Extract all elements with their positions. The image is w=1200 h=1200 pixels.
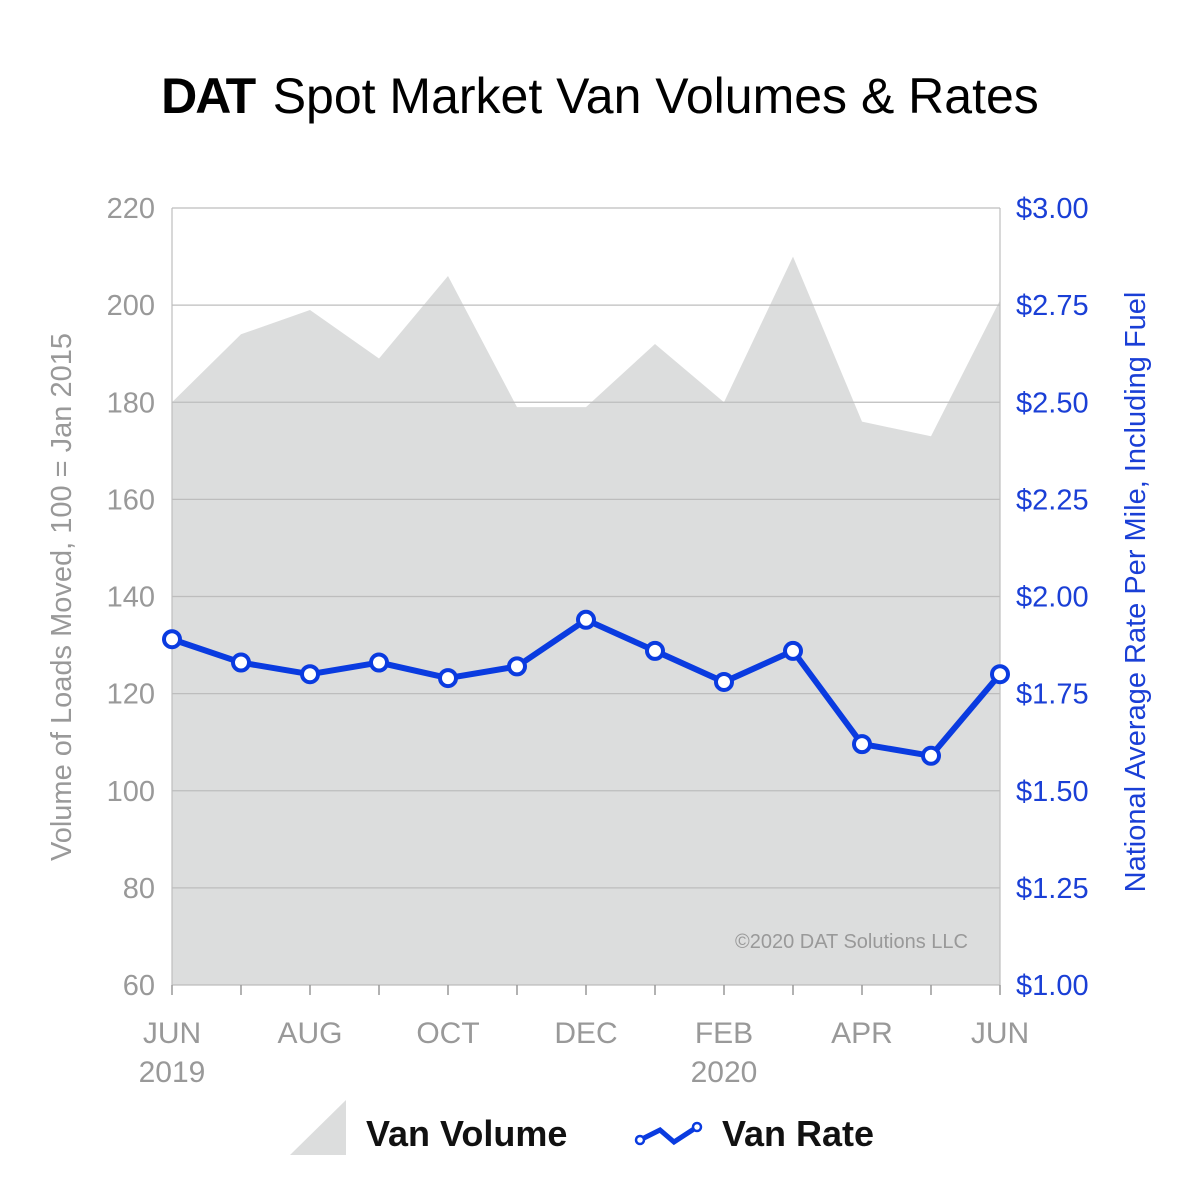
x-tick-label: FEB [695, 1017, 753, 1050]
left-tick-label: 80 [123, 873, 155, 905]
right-tick-label: $1.75 [1016, 679, 1089, 711]
van-rate-point [369, 652, 389, 673]
right-tick-label: $2.75 [1016, 290, 1089, 322]
left-tick-label: 160 [107, 484, 155, 516]
left-tick-label: 140 [107, 582, 155, 614]
x-tick-year-label: 2020 [691, 1056, 758, 1089]
van-rate-point [783, 640, 803, 661]
x-tick-label: AUG [277, 1017, 342, 1050]
right-tick-label: $1.00 [1016, 970, 1089, 1002]
legend-rate-label: Van Rate [722, 1113, 874, 1154]
left-axis-label: Volume of Loads Moved, 100 = Jan 2015 [46, 333, 78, 861]
van-rate-point [231, 652, 251, 673]
legend-volume-swatch [290, 1100, 346, 1155]
x-tick-label: JUN [143, 1017, 201, 1050]
van-rate-point [990, 664, 1010, 685]
x-tick-label: DEC [554, 1017, 617, 1050]
x-tick-label: APR [831, 1017, 893, 1050]
plot-area: 60 $1.00 80 $1.25 100 $1.50 120 $1.75 140 $2.00 16… [107, 193, 1089, 1089]
legend-rate-swatch [638, 1124, 699, 1146]
right-tick-label: $1.50 [1016, 776, 1089, 808]
right-tick-label: $2.25 [1016, 484, 1089, 516]
right-tick-label: $1.25 [1016, 873, 1089, 905]
van-rate-point [852, 734, 872, 755]
legend-rate-marker [691, 1121, 703, 1133]
van-rate-point [162, 629, 182, 650]
van-rate-point [507, 656, 527, 677]
left-tick-label: 180 [107, 387, 155, 419]
chart-title: DAT Spot Market Van Volumes & Rates [161, 68, 1039, 124]
right-axis-label: National Average Rate Per Mile, Includin… [1120, 292, 1152, 893]
right-tick-label: $2.50 [1016, 387, 1089, 419]
van-rate-point [645, 640, 665, 661]
left-tick-label: 200 [107, 290, 155, 322]
left-tick-label: 220 [107, 193, 155, 225]
left-tick-label: 120 [107, 679, 155, 711]
copyright: ©2020 DAT Solutions LLC [735, 931, 968, 953]
van-rate-point [576, 609, 596, 630]
title-brand: DAT [161, 68, 256, 124]
van-rate-point [438, 668, 458, 689]
left-tick-label: 60 [123, 970, 155, 1002]
right-tick-label: $2.00 [1016, 582, 1089, 614]
title-text: Spot Market Van Volumes & Rates [273, 68, 1039, 124]
left-tick-label: 100 [107, 776, 155, 808]
x-tick-year-label: 2019 [139, 1056, 206, 1089]
legend: Van Volume Van Rate [290, 1100, 874, 1155]
legend-volume-label: Van Volume [366, 1113, 567, 1154]
van-rate-point [300, 664, 320, 685]
x-tick-label: OCT [416, 1017, 479, 1050]
legend-rate-marker [634, 1134, 646, 1146]
x-tick-label: JUN [971, 1017, 1029, 1050]
right-tick-label: $3.00 [1016, 193, 1089, 225]
van-rate-point [921, 745, 941, 766]
van-rate-point [714, 671, 734, 692]
